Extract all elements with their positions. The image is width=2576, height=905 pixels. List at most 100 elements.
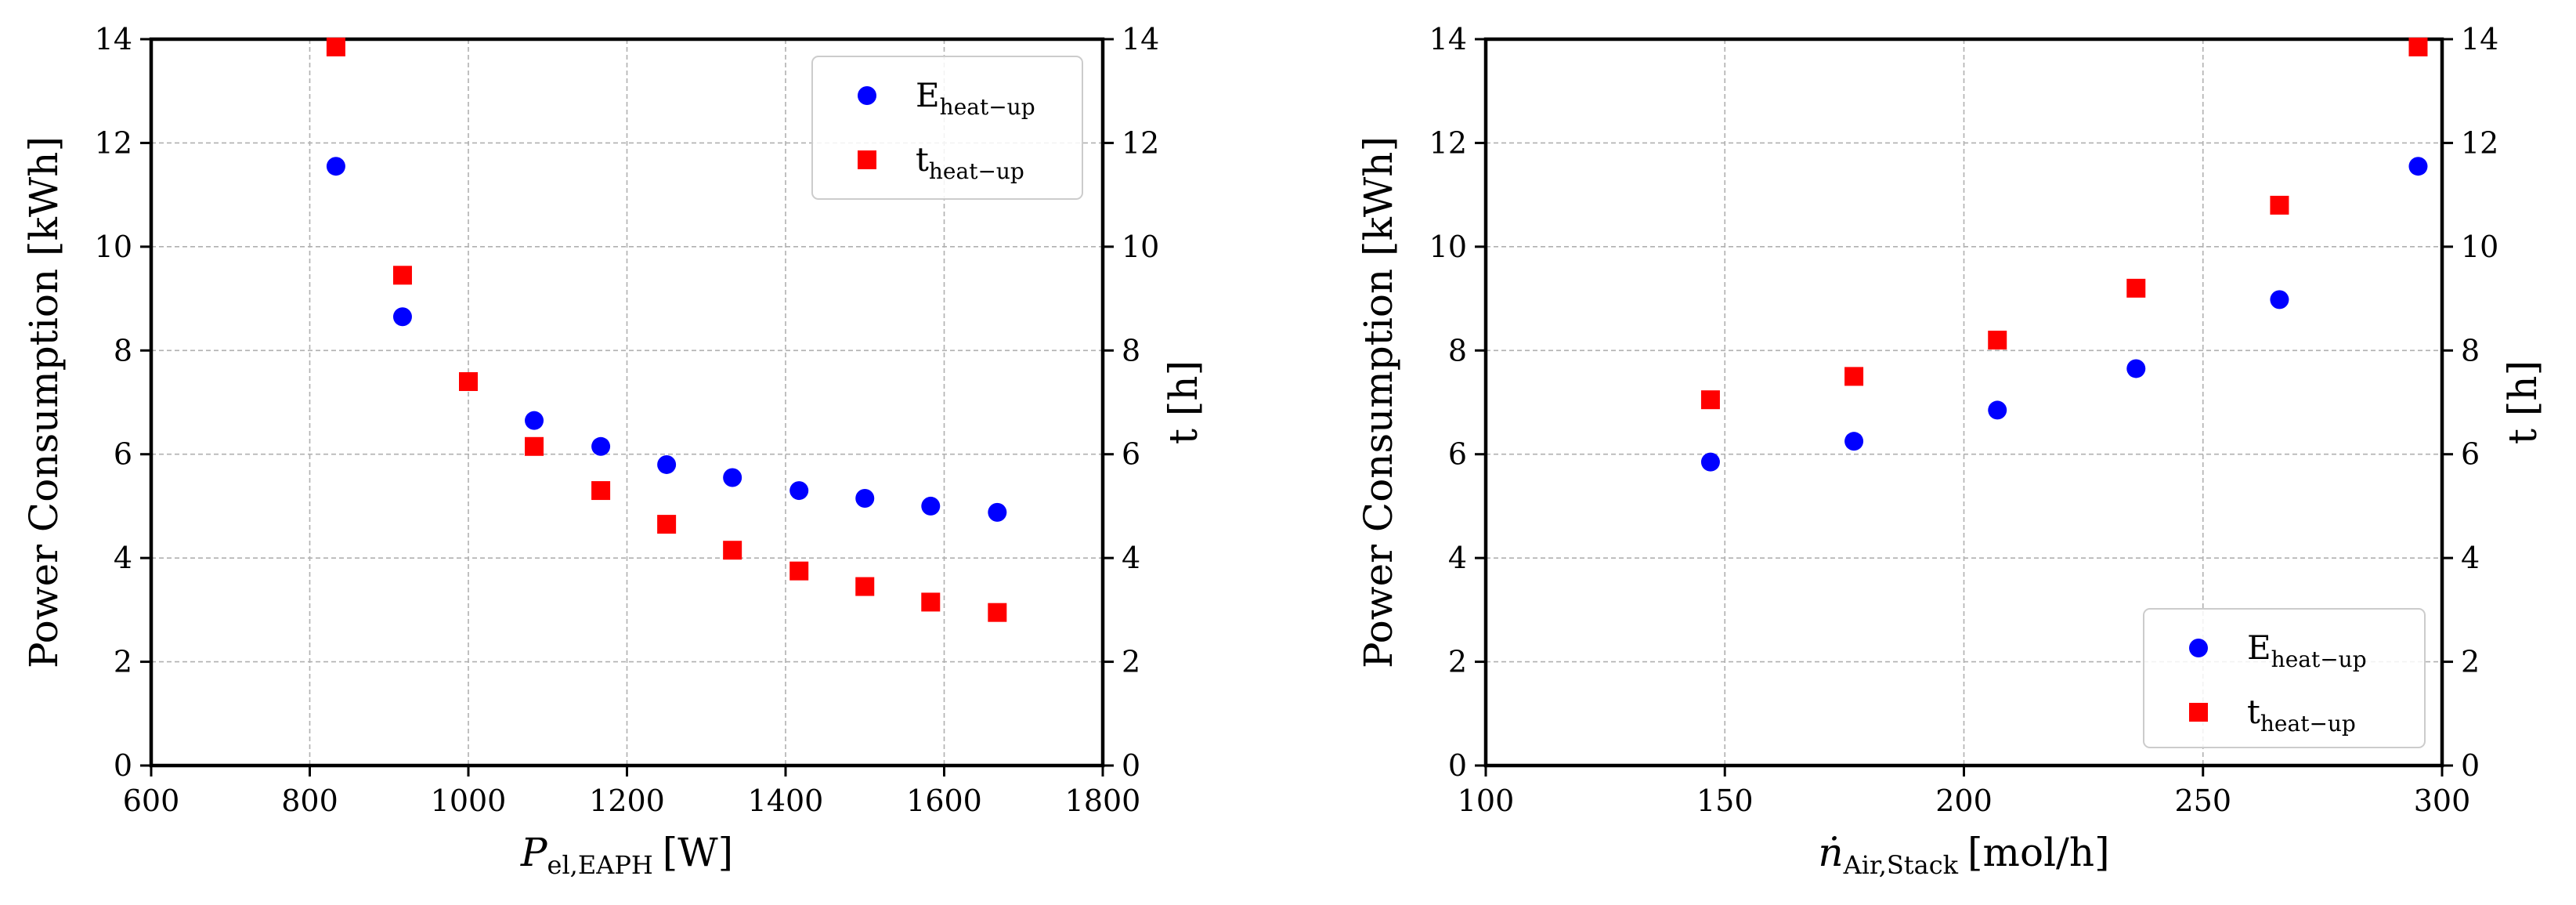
legend-label-main: E	[916, 76, 940, 114]
point-e-heat-up	[326, 157, 345, 176]
y2-axis-label: t [h]	[1161, 360, 1206, 444]
legend-label: theat−up	[916, 140, 1024, 184]
point-t-heat-up	[2270, 195, 2289, 215]
y-tick-label: 8	[1448, 333, 1467, 367]
x-tick-label: 200	[1935, 784, 1993, 818]
y2-tick-label: 0	[2461, 748, 2480, 783]
x-axis-label-main: ṅ	[1818, 830, 1843, 875]
legend-marker-circle	[858, 86, 876, 105]
legend-marker-circle	[2189, 639, 2208, 657]
x-tick-label: 300	[2414, 784, 2471, 818]
x-axis-label-unit: [mol/h]	[1967, 830, 2110, 875]
x-tick-label: 1800	[1065, 784, 1141, 818]
y2-tick-label: 8	[2461, 333, 2480, 367]
x-tick-label: 100	[1458, 784, 1515, 818]
y-tick-label: 2	[114, 645, 132, 679]
legend-label-main: t	[916, 140, 929, 179]
legend-label-main: E	[2247, 628, 2271, 667]
point-t-heat-up	[392, 266, 412, 285]
x-tick-label: 800	[281, 784, 338, 818]
point-t-heat-up	[921, 592, 941, 612]
y-tick-label: 12	[95, 125, 132, 160]
point-e-heat-up	[2270, 290, 2289, 310]
x-axis-label: ṅAir,Stack [mol/h]	[1818, 830, 2109, 880]
chart-1: 600 800 1000 1200 1400 1600 180002468101214024…	[21, 22, 1206, 880]
point-e-heat-up	[723, 468, 742, 487]
y2-tick-label: 14	[2461, 22, 2498, 56]
y-axis-label: Power Consumption [kWh]	[21, 136, 67, 668]
y2-tick-label: 12	[1122, 125, 1159, 160]
point-e-heat-up	[525, 411, 544, 430]
x-tick-label: 1000	[431, 784, 507, 818]
legend-label: Eheat−up	[2247, 628, 2367, 672]
legend-label-sub: heat−up	[929, 158, 1024, 184]
point-e-heat-up	[988, 502, 1007, 522]
point-t-heat-up	[1700, 390, 1720, 410]
legend-label-sub: heat−up	[940, 94, 1035, 120]
point-t-heat-up	[1844, 367, 1864, 386]
y2-tick-label: 4	[2461, 541, 2480, 575]
x-tick-label: 1400	[748, 784, 824, 818]
y-tick-label: 14	[1429, 22, 1467, 56]
point-e-heat-up	[2408, 157, 2428, 176]
point-e-heat-up	[392, 307, 412, 327]
x-axis-label-sub: el,EAPH	[547, 850, 653, 880]
y-tick-label: 12	[1429, 125, 1467, 160]
y2-tick-label: 4	[1122, 541, 1140, 575]
x-tick-label: 1200	[589, 784, 665, 818]
y2-tick-label: 14	[1122, 22, 1159, 56]
point-t-heat-up	[459, 372, 478, 392]
y2-axis-label: t [h]	[2500, 360, 2545, 444]
x-axis-label-sub: Air,Stack	[1843, 850, 1959, 880]
point-e-heat-up	[1700, 452, 1720, 472]
y-tick-label: 0	[114, 748, 132, 783]
y-tick-label: 8	[114, 333, 132, 367]
point-t-heat-up	[591, 481, 611, 501]
y-tick-label: 2	[1448, 645, 1467, 679]
y2-tick-label: 6	[2461, 437, 2480, 472]
legend-box	[2143, 608, 2426, 748]
y-tick-label: 6	[114, 437, 132, 472]
y-tick-label: 4	[1448, 541, 1467, 575]
x-tick-label: 250	[2174, 784, 2231, 818]
point-t-heat-up	[789, 561, 809, 581]
x-axis-label-unit: [W]	[663, 830, 733, 875]
point-t-heat-up	[855, 577, 875, 596]
point-t-heat-up	[2408, 37, 2428, 56]
x-axis-label-main: P	[520, 830, 548, 875]
y2-tick-label: 2	[2461, 645, 2480, 679]
point-e-heat-up	[657, 454, 677, 474]
y2-tick-label: 2	[1122, 645, 1140, 679]
point-e-heat-up	[855, 488, 875, 508]
point-t-heat-up	[2126, 278, 2146, 298]
point-t-heat-up	[657, 515, 677, 534]
point-e-heat-up	[789, 481, 809, 501]
y-tick-label: 14	[95, 22, 132, 56]
x-axis-label: Pel,EAPH [W]	[520, 830, 733, 880]
point-e-heat-up	[921, 496, 941, 516]
y2-tick-label: 10	[1122, 230, 1159, 264]
y-tick-label: 10	[1429, 230, 1467, 264]
y2-tick-label: 8	[1122, 333, 1140, 367]
y-tick-label: 4	[114, 541, 132, 575]
legend-marker-square	[858, 150, 876, 169]
y2-tick-label: 10	[2461, 230, 2498, 264]
point-e-heat-up	[591, 436, 611, 456]
x-tick-label: 1600	[906, 784, 982, 818]
legend-marker-square	[2189, 703, 2208, 722]
point-t-heat-up	[723, 541, 742, 560]
x-tick-label: 150	[1696, 784, 1754, 818]
y2-tick-label: 0	[1122, 748, 1140, 783]
point-t-heat-up	[988, 603, 1007, 622]
legend-box	[811, 56, 1083, 200]
legend-label: theat−up	[2247, 693, 2356, 737]
point-t-heat-up	[525, 436, 544, 456]
y-tick-label: 0	[1448, 748, 1467, 783]
legend-label-sub: heat−up	[2271, 646, 2367, 672]
y-tick-label: 10	[95, 230, 132, 264]
point-e-heat-up	[1988, 400, 2007, 420]
chart-2: 100 150 200 250 3000246810121402468101214ṅAi…	[1356, 22, 2545, 880]
legend-label-sub: heat−up	[2260, 711, 2356, 737]
